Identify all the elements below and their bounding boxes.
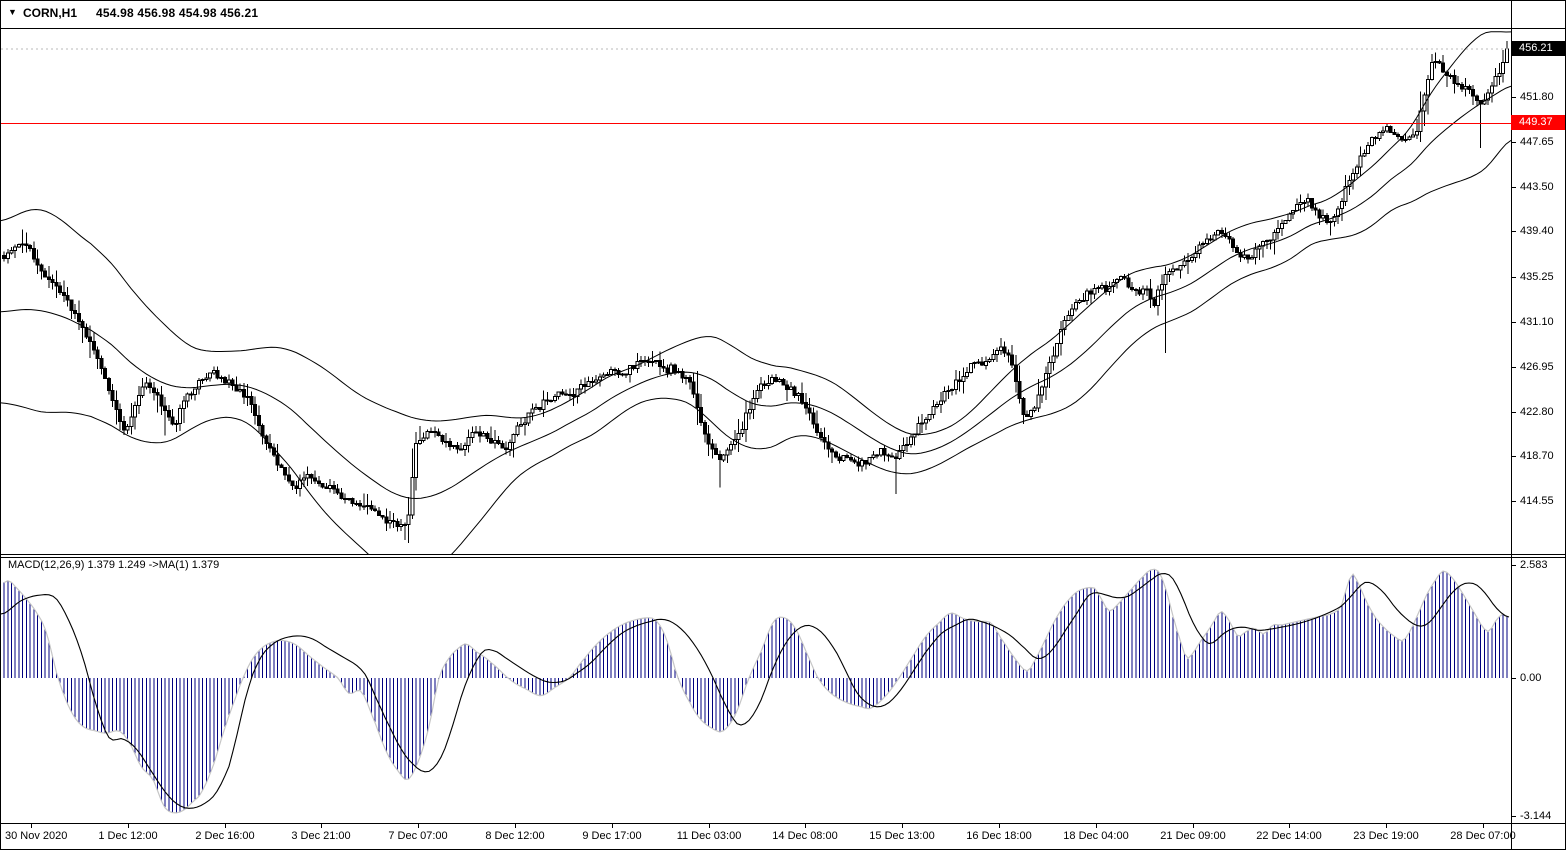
price-axis-label: 431.10: [1520, 316, 1554, 328]
time-axis-tick: [902, 823, 903, 828]
time-axis-label: 28 Dec 07:00: [1450, 830, 1516, 842]
price-axis-label: 414.55: [1520, 495, 1554, 507]
candle-wicks: [3, 40, 1508, 543]
time-axis-tick: [225, 823, 226, 828]
time-axis-label: 1 Dec 12:00: [98, 830, 158, 842]
price-axis-tick: [1511, 412, 1516, 413]
price-axis-tick: [1511, 277, 1516, 278]
macd-line-envelope: [3, 568, 1508, 814]
price-axis-label: 435.25: [1520, 271, 1554, 283]
chart-title-bar: ▼ CORN,H1 454.98 456.98 454.98 456.21: [1, 1, 1511, 27]
time-axis-label: 14 Dec 08:00: [772, 830, 838, 842]
bollinger-upper-band-line: [1, 31, 1511, 436]
time-axis-tick: [1386, 823, 1387, 828]
time-axis-label: 11 Dec 03:00: [676, 830, 742, 842]
macd-axis-label: 2.583: [1520, 559, 1548, 571]
price-axis-label: 443.50: [1520, 181, 1554, 193]
price-axis-tick: [1511, 231, 1516, 232]
price-axis-border-line: [1511, 1, 1512, 849]
time-axis-label: 16 Dec 18:00: [966, 830, 1032, 842]
macd-axis-label: 0.00: [1520, 672, 1542, 684]
time-axis-tick: [805, 823, 806, 828]
macd-signal-line: [1, 573, 1510, 809]
symbol-timeframe-label: CORN,H1: [23, 6, 78, 20]
pane-separator-line-top[interactable]: [1, 554, 1565, 555]
bear-candle-bodies: [2, 60, 1483, 527]
time-axis-tick: [1483, 823, 1484, 828]
time-axis-label: 22 Dec 14:00: [1256, 830, 1322, 842]
macd-axis-tick: [1511, 565, 1516, 566]
macd-axis-tick: [1511, 816, 1516, 817]
time-axis-tick: [515, 823, 516, 828]
time-axis-tick: [321, 823, 322, 828]
time-axis-tick: [1289, 823, 1290, 828]
time-axis-label: 21 Dec 09:00: [1160, 830, 1226, 842]
time-axis-tick: [418, 823, 419, 828]
red-line-price-badge: 449.37: [1511, 115, 1565, 130]
time-axis-label: 7 Dec 07:00: [388, 830, 448, 842]
price-axis-tick: [1511, 187, 1516, 188]
bollinger-middle-band-line: [1, 85, 1511, 500]
price-axis-tick: [1511, 456, 1516, 457]
time-axis-tick: [999, 823, 1000, 828]
time-axis-tick: [31, 823, 32, 828]
price-axis-tick: [1511, 97, 1516, 98]
time-axis-tick: [1193, 823, 1194, 828]
pane-separator-line-bottom[interactable]: [1, 557, 1565, 558]
time-axis-tick: [128, 823, 129, 828]
time-axis-label: 15 Dec 13:00: [869, 830, 935, 842]
time-axis-tick: [1096, 823, 1097, 828]
time-axis-label: 2 Dec 16:00: [195, 830, 255, 842]
time-axis-label: 30 Nov 2020: [5, 830, 68, 842]
bull-candle-bodies: [5, 48, 1509, 527]
price-axis-tick: [1511, 367, 1516, 368]
time-axis-border-line: [1, 823, 1565, 824]
price-axis-label: 451.80: [1520, 91, 1554, 103]
time-axis-label: 8 Dec 12:00: [485, 830, 545, 842]
price-axis-tick: [1511, 142, 1516, 143]
main-chart-pane[interactable]: [1, 28, 1511, 554]
title-separator-line: [1, 28, 1565, 29]
macd-indicator-label: MACD(12,26,9) 1.379 1.249 ->MA(1) 1.379: [8, 559, 220, 571]
macd-histogram-bars: [3, 569, 1508, 813]
price-axis-label: 439.40: [1520, 225, 1554, 237]
bollinger-lower-band-line: [1, 139, 1511, 554]
macd-indicator-pane[interactable]: [1, 557, 1511, 823]
ohlc-values-label: 454.98 456.98 454.98 456.21: [96, 6, 259, 20]
time-axis-label: 9 Dec 17:00: [582, 830, 642, 842]
time-axis-label: 3 Dec 21:00: [291, 830, 351, 842]
price-axis-tick: [1511, 322, 1516, 323]
collapse-triangle-icon[interactable]: ▼: [8, 7, 17, 17]
time-axis-label: 18 Dec 04:00: [1063, 830, 1129, 842]
macd-axis-tick: [1511, 678, 1516, 679]
price-axis-label: 426.95: [1520, 361, 1554, 373]
price-axis-label: 447.65: [1520, 136, 1554, 148]
price-axis-label: 422.80: [1520, 406, 1554, 418]
time-axis-tick: [612, 823, 613, 828]
current-price-badge: 456.21: [1511, 41, 1565, 56]
macd-axis-label: -3.144: [1520, 810, 1552, 822]
price-axis-tick: [1511, 501, 1516, 502]
time-axis-tick: [709, 823, 710, 828]
time-axis-label: 23 Dec 19:00: [1353, 830, 1419, 842]
price-axis-label: 418.70: [1520, 450, 1554, 462]
